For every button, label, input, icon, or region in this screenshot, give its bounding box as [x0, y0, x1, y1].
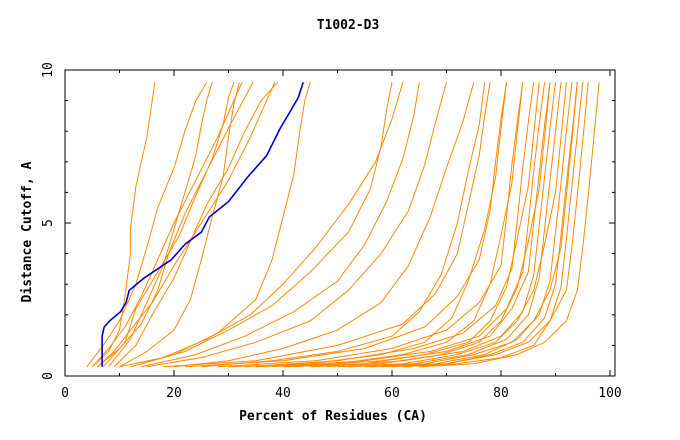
series-line-28	[184, 82, 507, 368]
series-line-12	[255, 82, 524, 368]
series-line-30	[108, 82, 213, 368]
series-line-26	[244, 82, 535, 368]
x-axis: 0 20 40 60 80 100	[61, 70, 622, 401]
series-line-3	[97, 81, 276, 368]
x-tick-label-80: 80	[493, 386, 509, 401]
series-line-29	[163, 82, 491, 368]
series-line-33	[130, 82, 393, 368]
series-line-4	[97, 81, 254, 368]
series-line-23	[402, 82, 584, 368]
series-line-8	[146, 82, 447, 368]
series-line-0	[91, 82, 156, 368]
series-line-20	[348, 82, 562, 368]
series-line-11	[228, 82, 507, 368]
series-line-22	[381, 82, 578, 368]
series-line-15	[337, 82, 567, 368]
chart-title: T1002-D3	[317, 18, 380, 33]
series-line-21	[370, 82, 573, 368]
y-axis-label: Distance Cutoff, A	[20, 161, 35, 302]
y-tick-label-5: 5	[41, 219, 56, 227]
series-line-9	[173, 82, 475, 368]
y-axis: 0 5 10	[41, 62, 615, 380]
series-layer	[86, 81, 600, 368]
x-tick-label-0: 0	[61, 386, 69, 401]
series-line-31	[113, 81, 278, 368]
series-line-24	[293, 82, 551, 368]
series-line-7	[119, 82, 404, 368]
series-line-18	[419, 82, 600, 368]
x-tick-label-60: 60	[384, 386, 400, 401]
x-axis-label: Percent of Residues (CA)	[239, 409, 427, 424]
series-line-27	[217, 82, 524, 368]
series-line-34	[141, 82, 420, 368]
x-tick-label-40: 40	[275, 386, 291, 401]
x-tick-label-20: 20	[166, 386, 182, 401]
series-line-19	[326, 82, 556, 368]
x-tick-label-100: 100	[598, 386, 621, 401]
y-tick-label-0: 0	[41, 372, 56, 380]
series-line-17	[391, 82, 589, 368]
highlight-series-line	[101, 81, 304, 367]
series-line-25	[272, 82, 546, 368]
series-line-6	[130, 82, 311, 368]
series-line-2	[91, 81, 243, 368]
series-line-5	[119, 82, 240, 368]
series-line-32	[102, 82, 235, 368]
series-line-10	[201, 82, 486, 368]
y-tick-label-10: 10	[41, 62, 56, 78]
series-line-1	[86, 81, 208, 368]
